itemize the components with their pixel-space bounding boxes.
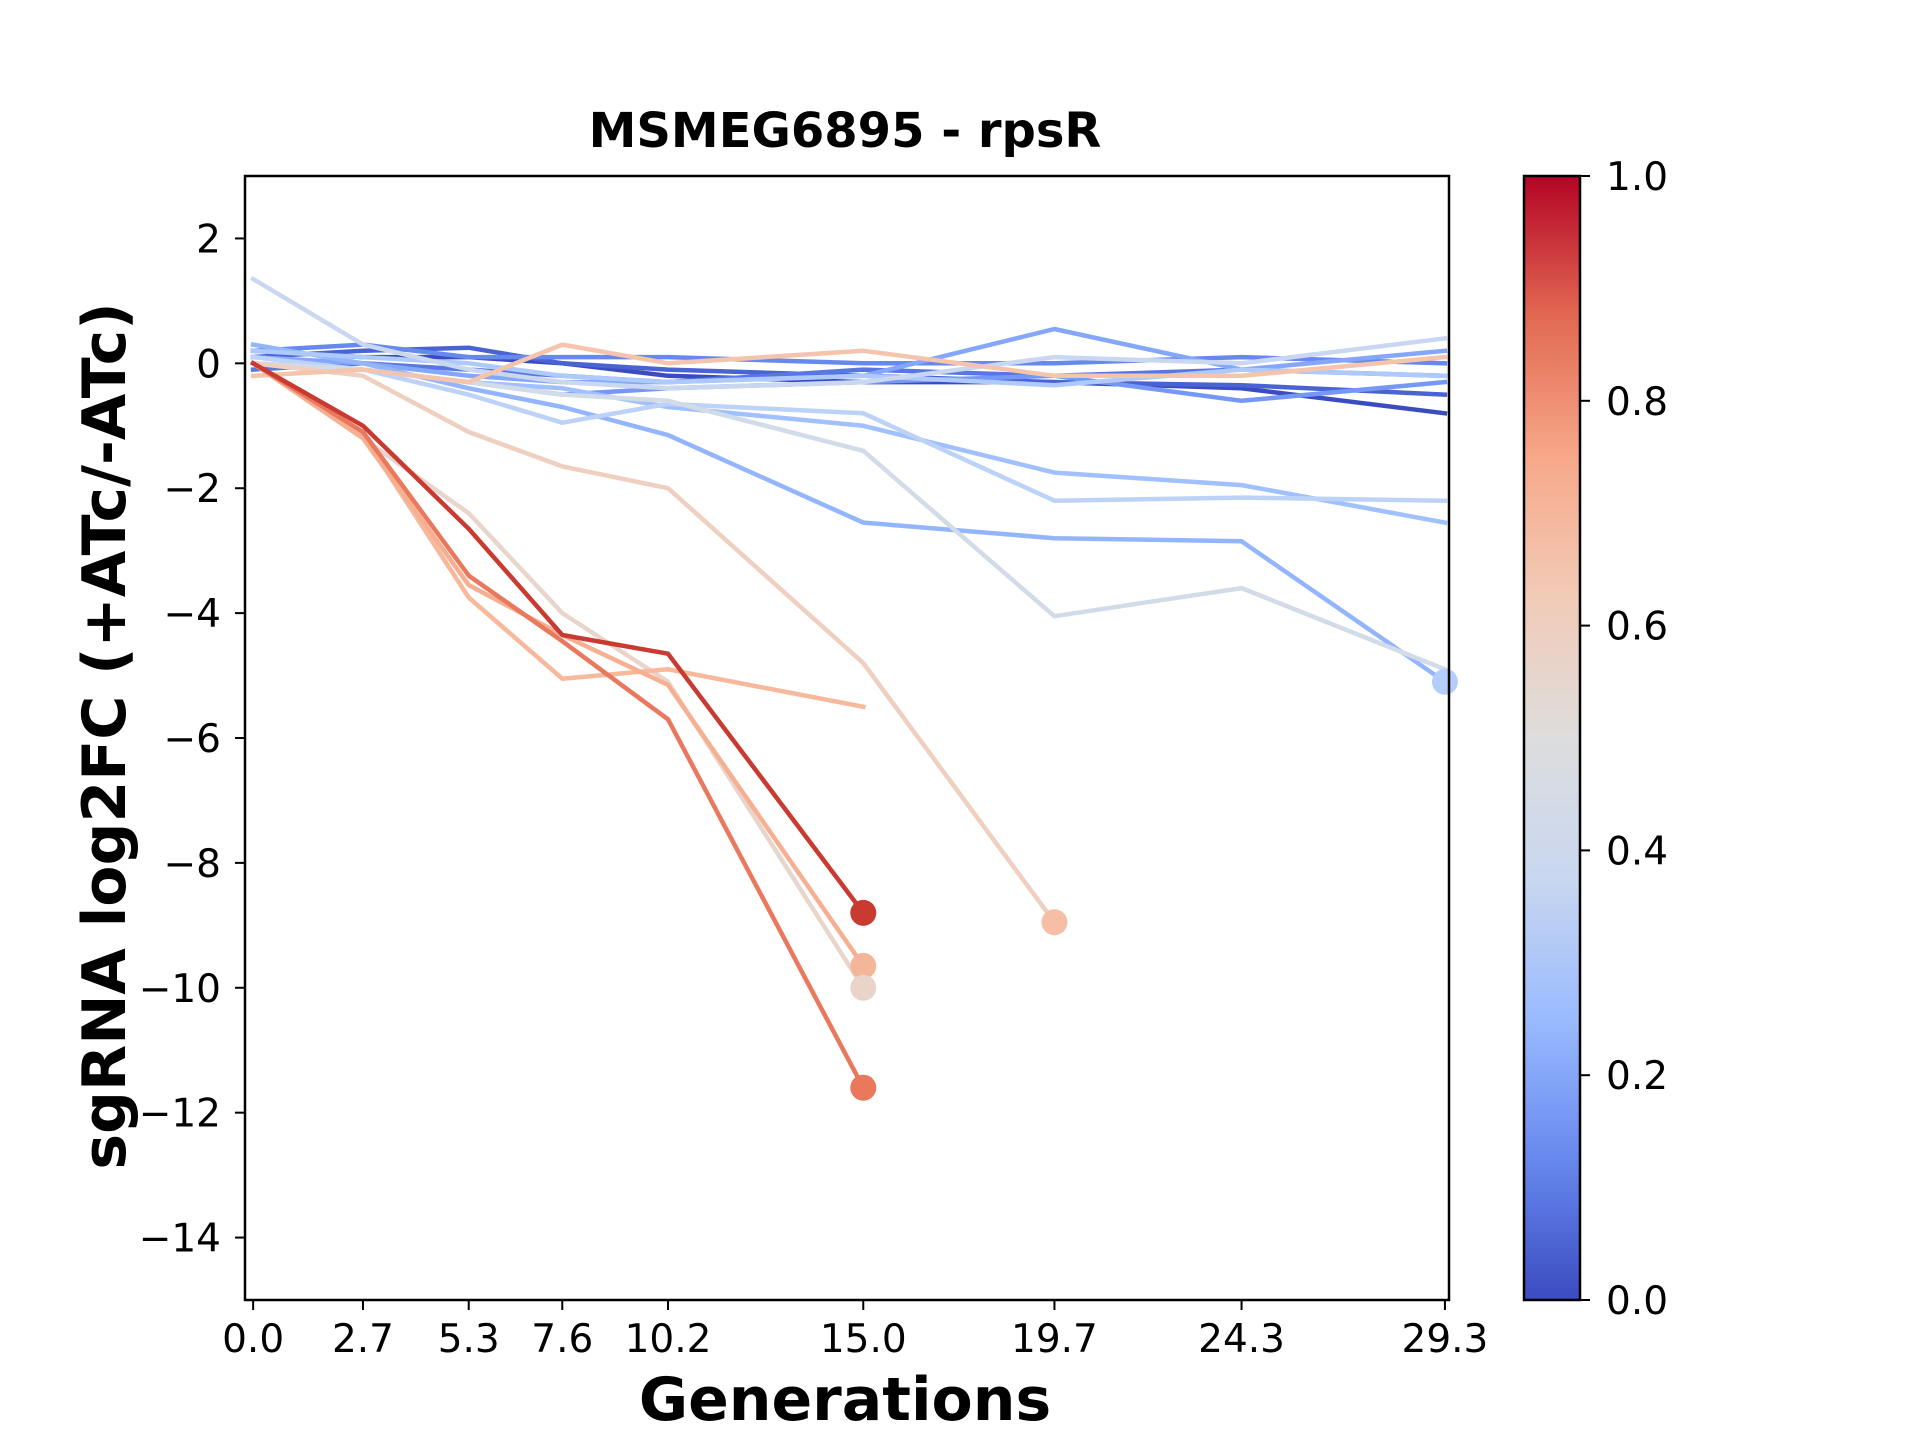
- x-axis-label: Generations: [639, 1365, 1051, 1435]
- colorbar-bar: [1522, 174, 1582, 1302]
- y-tick-label: 0: [196, 342, 221, 387]
- end-marker-2: [850, 899, 877, 926]
- plot-frame: [243, 174, 1451, 1302]
- end-marker-4: [850, 952, 877, 979]
- y-tick-label: −8: [164, 842, 222, 887]
- x-tick-label: 19.7: [1011, 1317, 1098, 1362]
- x-tick-label: 24.3: [1198, 1317, 1285, 1362]
- x-tick-label: 2.7: [332, 1317, 394, 1362]
- y-tick-label: −4: [164, 592, 222, 637]
- y-axis-label: sgRNA log2FC (+ATc/-ATc): [70, 302, 140, 1169]
- series-line-15: [250, 342, 1448, 385]
- colorbar-tick-label: 0.0: [1606, 1279, 1668, 1324]
- series-line-17: [249, 360, 867, 970]
- colorbar-tick-label: 0.6: [1606, 605, 1668, 650]
- y-tick-label: −10: [139, 967, 221, 1012]
- series-line-19: [250, 360, 867, 916]
- colorbar: 0.0 0.2 0.4 0.6 0.8 1.0: [1522, 155, 1668, 1324]
- y-tick-label: −12: [139, 1092, 221, 1137]
- x-tick-label: 29.3: [1402, 1317, 1489, 1362]
- series-line-11: [250, 275, 1448, 391]
- x-tick-label: 0.0: [222, 1317, 284, 1362]
- y-tick-label: −6: [164, 717, 222, 762]
- colorbar-tick-label: 1.0: [1606, 155, 1668, 200]
- x-tick-label: 15.0: [820, 1317, 907, 1362]
- end-marker-5: [850, 974, 877, 1001]
- end-marker-1: [1431, 668, 1458, 695]
- y-tick-label: −14: [139, 1217, 221, 1262]
- series-line-18: [249, 360, 867, 1091]
- plot-area: 0.0 2.7 5.3 7.6 10.2 15.0 19.7 24.3 29.3 2 0 −2 −4 −6…: [139, 174, 1489, 1362]
- series-line-14: [250, 360, 1058, 926]
- x-tick-label: 5.3: [438, 1317, 500, 1362]
- series-line-10: [250, 354, 1448, 503]
- colorbar-tick-label: 0.2: [1606, 1054, 1668, 1099]
- y-tick-label: 2: [196, 217, 221, 262]
- chart-title: MSMEG6895 - rpsR: [589, 103, 1102, 159]
- colorbar-tick-label: 0.4: [1606, 829, 1668, 874]
- end-marker-6: [850, 1074, 877, 1101]
- colorbar-tick-label: 0.8: [1606, 380, 1668, 425]
- end-marker-3: [1041, 909, 1068, 936]
- y-tick-label: −2: [164, 467, 222, 512]
- x-tick-label: 10.2: [625, 1317, 712, 1362]
- series-line-7: [250, 342, 1449, 685]
- x-tick-label: 7.6: [531, 1317, 593, 1362]
